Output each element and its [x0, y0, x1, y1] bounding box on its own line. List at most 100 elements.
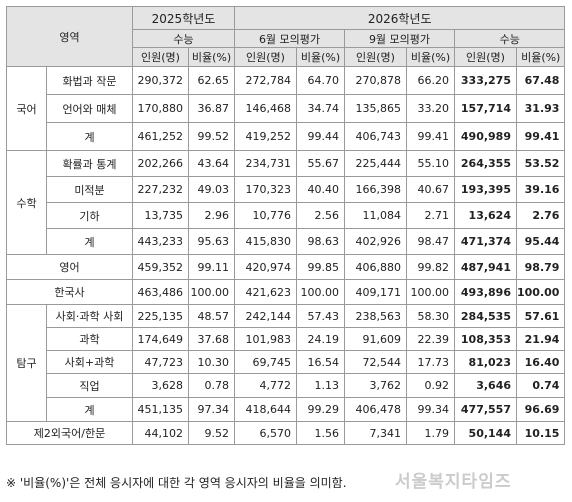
- row-label: 사회·과학 사회: [46, 304, 133, 328]
- row-label: 미적분: [46, 176, 133, 203]
- count-cell: 81,023: [454, 350, 517, 374]
- count-cell: 193,395: [454, 176, 517, 203]
- count-cell: 202,266: [132, 150, 189, 177]
- ratio-cell: 43.64: [188, 150, 235, 177]
- row-label: 사회+과학: [46, 350, 133, 374]
- footnote: ※ '비율(%)'은 전체 응시자에 대한 각 영역 응시자의 비율을 의미함.: [6, 476, 347, 490]
- table-row: 미적분 227,232 49.03 170,323 40.40 166,398 40.67…: [7, 176, 566, 203]
- count-cell: 459,352: [132, 254, 189, 280]
- count-cell: 146,468: [234, 94, 297, 123]
- row-label: 기하: [46, 202, 133, 229]
- june-mock-header: 6월 모의평가: [234, 29, 345, 48]
- ratio-cell: 49.03: [188, 176, 235, 203]
- social-science-group-label: 사회·과학: [55, 310, 100, 323]
- count-cell: 225,135: [132, 304, 189, 328]
- ratio-cell: 57.61: [515, 304, 566, 328]
- stats-table-container: 영역 2025학년도 2026학년도 수능 6월 모의평가 9월 모의평가 수능…: [6, 6, 566, 445]
- count-cell: 487,941: [454, 254, 517, 280]
- table-row: 언어와 매체 170,880 36.87 146,468 34.74 135,865 33…: [7, 94, 566, 123]
- ratio-cell: 31.93: [515, 94, 566, 123]
- ratio-cell: 17.73: [406, 350, 455, 374]
- ratio-cell: 99.41: [515, 122, 566, 151]
- count-cell: 420,974: [234, 254, 297, 280]
- table-row: 탐구 사회·과학 사회 225,135 48.57 242,144 57.43 238,…: [6, 304, 566, 422]
- count-cell: 4,772: [234, 373, 297, 398]
- count-cell: 477,557: [454, 397, 517, 422]
- count-cell: 493,896: [454, 279, 517, 305]
- row-label: 과학: [46, 327, 133, 351]
- ratio-cell: 53.52: [515, 150, 566, 177]
- sept-mock-header: 9월 모의평가: [344, 29, 455, 48]
- area-header: 영역: [6, 6, 133, 67]
- count-cell: 463,486: [132, 279, 189, 305]
- count-cell: 418,644: [234, 397, 297, 422]
- ratio-cell: 33.20: [406, 94, 455, 123]
- ratio-cell: 2.71: [406, 202, 455, 229]
- table-row: 계 443,233 95.63 415,830 98.63 402,926 98.47 47…: [7, 228, 566, 255]
- count-cell: 461,252: [132, 122, 189, 151]
- ratio-cell: 22.39: [406, 327, 455, 351]
- table-row: 국어 화법과 작문 290,372 62.65 272,784 64.70 270,87…: [6, 66, 566, 151]
- year-2025-header: 2025학년도: [132, 6, 235, 30]
- row-sub-label: 사회: [103, 310, 124, 323]
- ratio-cell: 57.43: [296, 304, 345, 328]
- ratio-cell: 0.74: [515, 373, 566, 398]
- ratio-header: 비율(%): [188, 47, 235, 67]
- count-cell: 406,743: [344, 122, 407, 151]
- count-cell: 166,398: [344, 176, 407, 203]
- count-header: 인원(명): [132, 47, 189, 67]
- ratio-cell: 2.96: [188, 202, 235, 229]
- ratio-cell: 39.16: [515, 176, 566, 203]
- row-label: 계: [46, 228, 133, 255]
- ratio-cell: 1.79: [406, 421, 455, 445]
- ratio-cell: 99.52: [188, 122, 235, 151]
- count-cell: 13,735: [132, 202, 189, 229]
- ratio-cell: 66.20: [406, 66, 455, 95]
- count-cell: 242,144: [234, 304, 297, 328]
- ratio-cell: 64.70: [296, 66, 345, 95]
- ratio-cell: 21.94: [515, 327, 566, 351]
- ratio-cell: 1.56: [296, 421, 345, 445]
- count-cell: 451,135: [132, 397, 189, 422]
- count-cell: 415,830: [234, 228, 297, 255]
- year-2026-header: 2026학년도: [233, 6, 566, 30]
- count-cell: 284,535: [454, 304, 517, 328]
- group-history: 한국사: [6, 279, 133, 305]
- watermark: 서울복지타임즈: [395, 472, 512, 492]
- ratio-cell: 67.48: [515, 66, 566, 95]
- count-cell: 157,714: [454, 94, 517, 123]
- ratio-cell: 100.00: [188, 279, 235, 305]
- ratio-cell: 0.78: [188, 373, 235, 398]
- count-cell: 290,372: [132, 66, 189, 95]
- count-cell: 135,865: [344, 94, 407, 123]
- ratio-cell: 62.65: [188, 66, 235, 95]
- count-cell: 471,374: [454, 228, 517, 255]
- count-cell: 490,989: [454, 122, 517, 151]
- count-cell: 170,880: [132, 94, 189, 123]
- table-row: 과학 174,649 37.68 101,983 24.19 91,609 22.39 10…: [7, 327, 566, 351]
- ratio-cell: 37.68: [188, 327, 235, 351]
- group-math: 수학: [6, 150, 47, 255]
- ratio-cell: 2.76: [515, 202, 566, 229]
- ratio-cell: 40.67: [406, 176, 455, 203]
- count-cell: 174,649: [132, 327, 189, 351]
- count-cell: 421,623: [234, 279, 297, 305]
- count-cell: 270,878: [344, 66, 407, 95]
- ratio-cell: 0.92: [406, 373, 455, 398]
- group-english: 영어: [6, 254, 133, 280]
- table-row: 사회+과학 47,723 10.30 69,745 16.54 72,544 17.73 8…: [7, 350, 566, 374]
- group-inquiry: 탐구: [6, 304, 47, 422]
- count-cell: 170,323: [234, 176, 297, 203]
- ratio-cell: 55.67: [296, 150, 345, 177]
- count-cell: 419,252: [234, 122, 297, 151]
- table-row: 영어 459,352 99.11 420,974 99.85 406,880 99.82 4…: [6, 254, 566, 280]
- ratio-cell: 99.11: [188, 254, 235, 280]
- ratio-cell: 24.19: [296, 327, 345, 351]
- count-cell: 238,563: [344, 304, 407, 328]
- ratio-cell: 36.87: [188, 94, 235, 123]
- count-cell: 91,609: [344, 327, 407, 351]
- ratio-cell: 99.85: [296, 254, 345, 280]
- count-cell: 272,784: [234, 66, 297, 95]
- ratio-cell: 55.10: [406, 150, 455, 177]
- ratio-cell: 98.79: [515, 254, 566, 280]
